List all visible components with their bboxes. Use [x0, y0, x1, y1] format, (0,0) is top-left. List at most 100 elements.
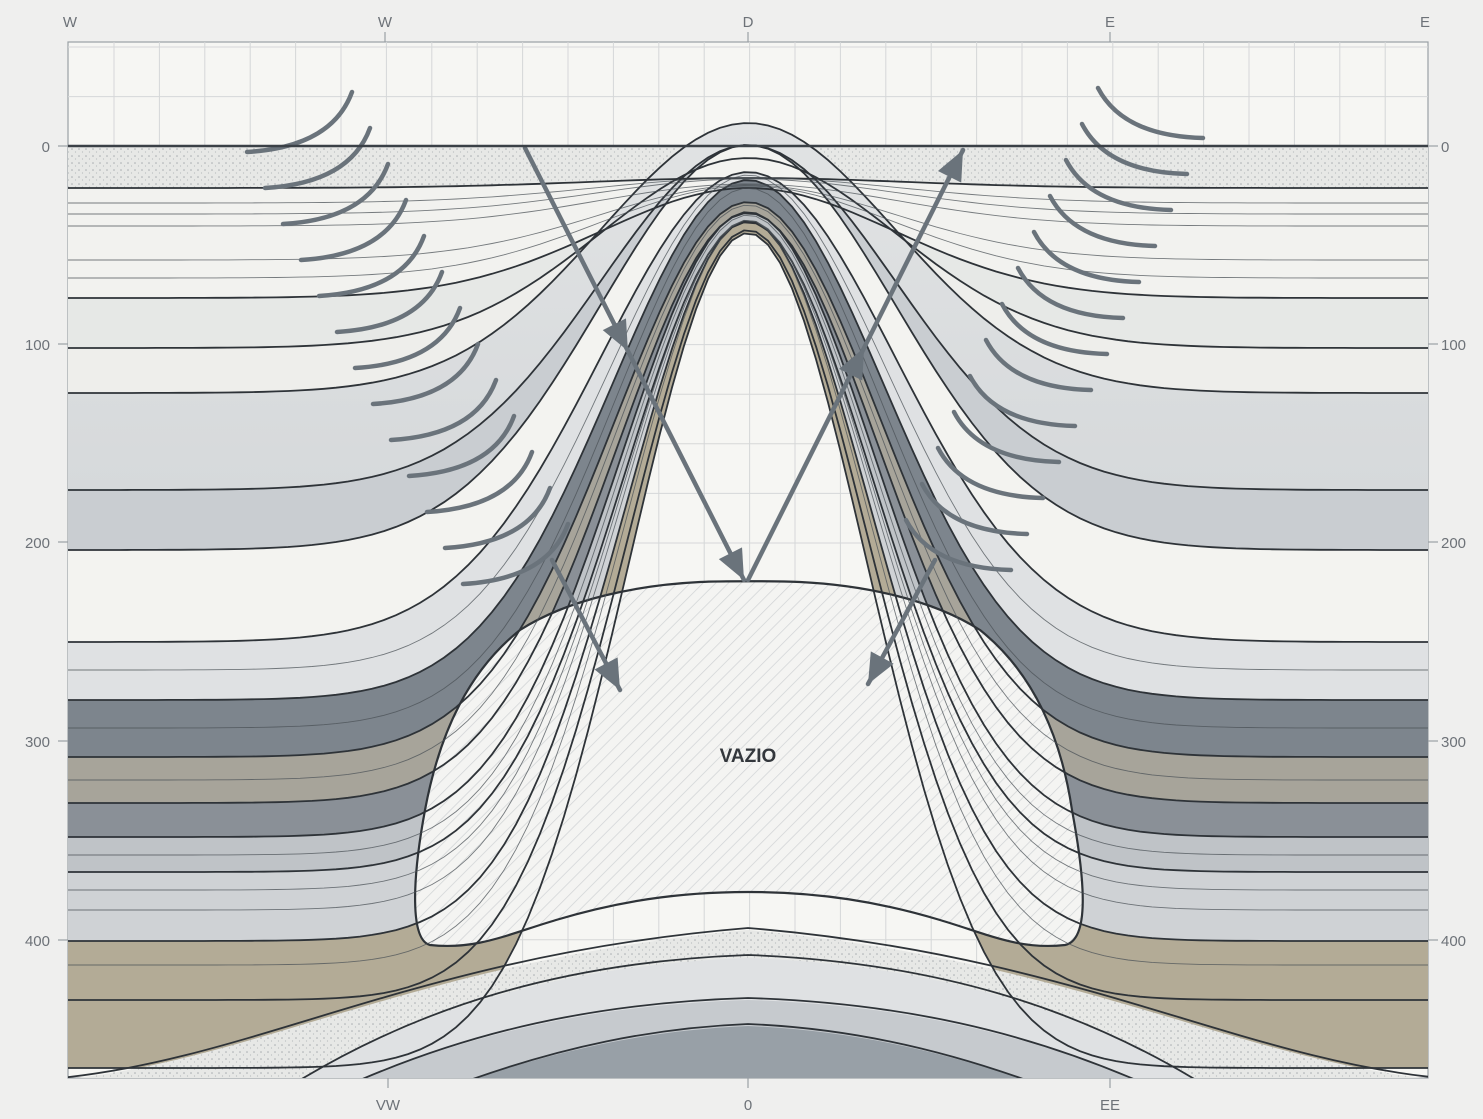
bottom-label-3: EE	[1100, 1097, 1120, 1114]
band-mid-grey	[68, 145, 1428, 550]
thin-horizon-0	[68, 177, 1428, 204]
arc-left	[298, 197, 409, 263]
arc-right	[1063, 157, 1174, 213]
void-label: VAZIO	[720, 746, 777, 767]
band-upper-light	[68, 178, 1428, 298]
right-depth-axis: 0 100 200 300 400	[1441, 139, 1466, 950]
top-label-4: E	[1105, 14, 1115, 31]
ray-scatter-right	[865, 557, 938, 687]
arc-right	[983, 337, 1094, 393]
ray-up-right-head	[937, 150, 963, 183]
ray-down-left-head	[718, 547, 744, 580]
horizon-s8	[68, 171, 1428, 643]
lower-arch	[77, 930, 1423, 1078]
horizon-s9	[68, 179, 1428, 701]
lower-horizon-0	[68, 927, 1428, 1078]
arc-left	[334, 269, 445, 335]
bottom-label-2: 0	[744, 1097, 752, 1114]
lower-horizon-2	[362, 997, 1134, 1078]
lower-dark	[476, 1026, 1020, 1078]
lower-horizon-3	[473, 1023, 1023, 1078]
horizon-s14	[68, 220, 1428, 942]
arc-left	[244, 89, 355, 155]
band-upper-pale	[68, 123, 1428, 393]
right-depth-100: 100	[1441, 337, 1466, 354]
horizon-s4	[68, 157, 1428, 349]
right-depth-300: 300	[1441, 734, 1466, 751]
left-depth-100: 100	[25, 337, 50, 354]
top-label-3: D	[743, 14, 754, 31]
arc-right	[903, 517, 1014, 573]
arc-right	[1095, 85, 1206, 141]
lower-horizon-1	[301, 954, 1195, 1078]
top-label-1: W	[63, 14, 78, 31]
ray-down-left-shaft	[522, 145, 747, 583]
horizon-s3	[68, 187, 1428, 299]
arc-left	[442, 485, 553, 551]
arc-right	[1031, 229, 1142, 285]
thin-horizon-5	[68, 174, 1428, 671]
arc-left	[388, 377, 499, 443]
ray-up-right-head	[839, 347, 865, 381]
arc-left	[370, 341, 481, 407]
band-pale-grey	[68, 172, 1428, 700]
left-depth-200: 200	[25, 535, 50, 552]
ray-down-left-head	[602, 318, 628, 352]
arc-right	[967, 373, 1078, 429]
horizon-s12	[68, 211, 1428, 838]
arc-left	[352, 305, 463, 371]
horizon-s15	[68, 229, 1428, 1001]
arc-right	[951, 409, 1062, 465]
arc-left	[424, 449, 535, 515]
arc-right	[1015, 265, 1126, 321]
bottom-axis: VW 0 EE	[376, 1097, 1120, 1114]
wavefront-arcs	[244, 85, 1206, 587]
arc-right	[1079, 121, 1190, 177]
arc-left	[406, 413, 517, 479]
left-depth-300: 300	[25, 734, 50, 751]
arc-left	[262, 125, 373, 191]
ray-scatter-left	[549, 557, 623, 693]
arc-left	[460, 521, 571, 587]
left-depth-0: 0	[42, 139, 50, 156]
bottom-label-1: VW	[376, 1097, 401, 1114]
thin-horizon-6	[68, 187, 1428, 729]
top-axis: W W D E E	[63, 14, 1430, 31]
top-label-5: E	[1420, 14, 1430, 31]
strata-bands	[68, 123, 1428, 1078]
ray-arrows	[522, 145, 966, 693]
thin-horizon-3	[68, 184, 1428, 261]
right-depth-400: 400	[1441, 933, 1466, 950]
band-upper-grey	[68, 158, 1428, 348]
ray-up-right	[745, 147, 966, 583]
arc-left	[280, 161, 391, 227]
band-white	[68, 145, 1428, 642]
arc-right	[1047, 193, 1158, 249]
thin-horizon-11	[68, 219, 1428, 966]
arc-left	[316, 233, 427, 299]
horizon-s10	[68, 201, 1428, 758]
arc-right	[919, 481, 1030, 537]
right-depth-200: 200	[1441, 535, 1466, 552]
thin-horizon-1	[68, 178, 1428, 215]
thin-horizon-8	[68, 214, 1428, 856]
thin-horizon-7	[68, 204, 1428, 781]
arc-right	[935, 445, 1046, 501]
horizon-s5	[68, 122, 1428, 394]
right-depth-0: 0	[1441, 139, 1449, 156]
left-depth-axis: 0 100 200 300 400	[25, 139, 50, 950]
left-depth-400: 400	[25, 933, 50, 950]
band-tan	[68, 221, 1428, 1068]
thin-horizon-4	[68, 185, 1428, 279]
horizon-s16	[68, 232, 1428, 1069]
arc-right	[999, 301, 1110, 357]
ray-scatter-right-head	[868, 651, 894, 684]
tick-marks	[58, 32, 1438, 1088]
ray-down-left	[522, 145, 747, 583]
top-label-2: W	[378, 14, 393, 31]
strata-lines	[68, 122, 1428, 1078]
void-body	[414, 580, 1084, 948]
horizon-s11	[68, 212, 1428, 804]
